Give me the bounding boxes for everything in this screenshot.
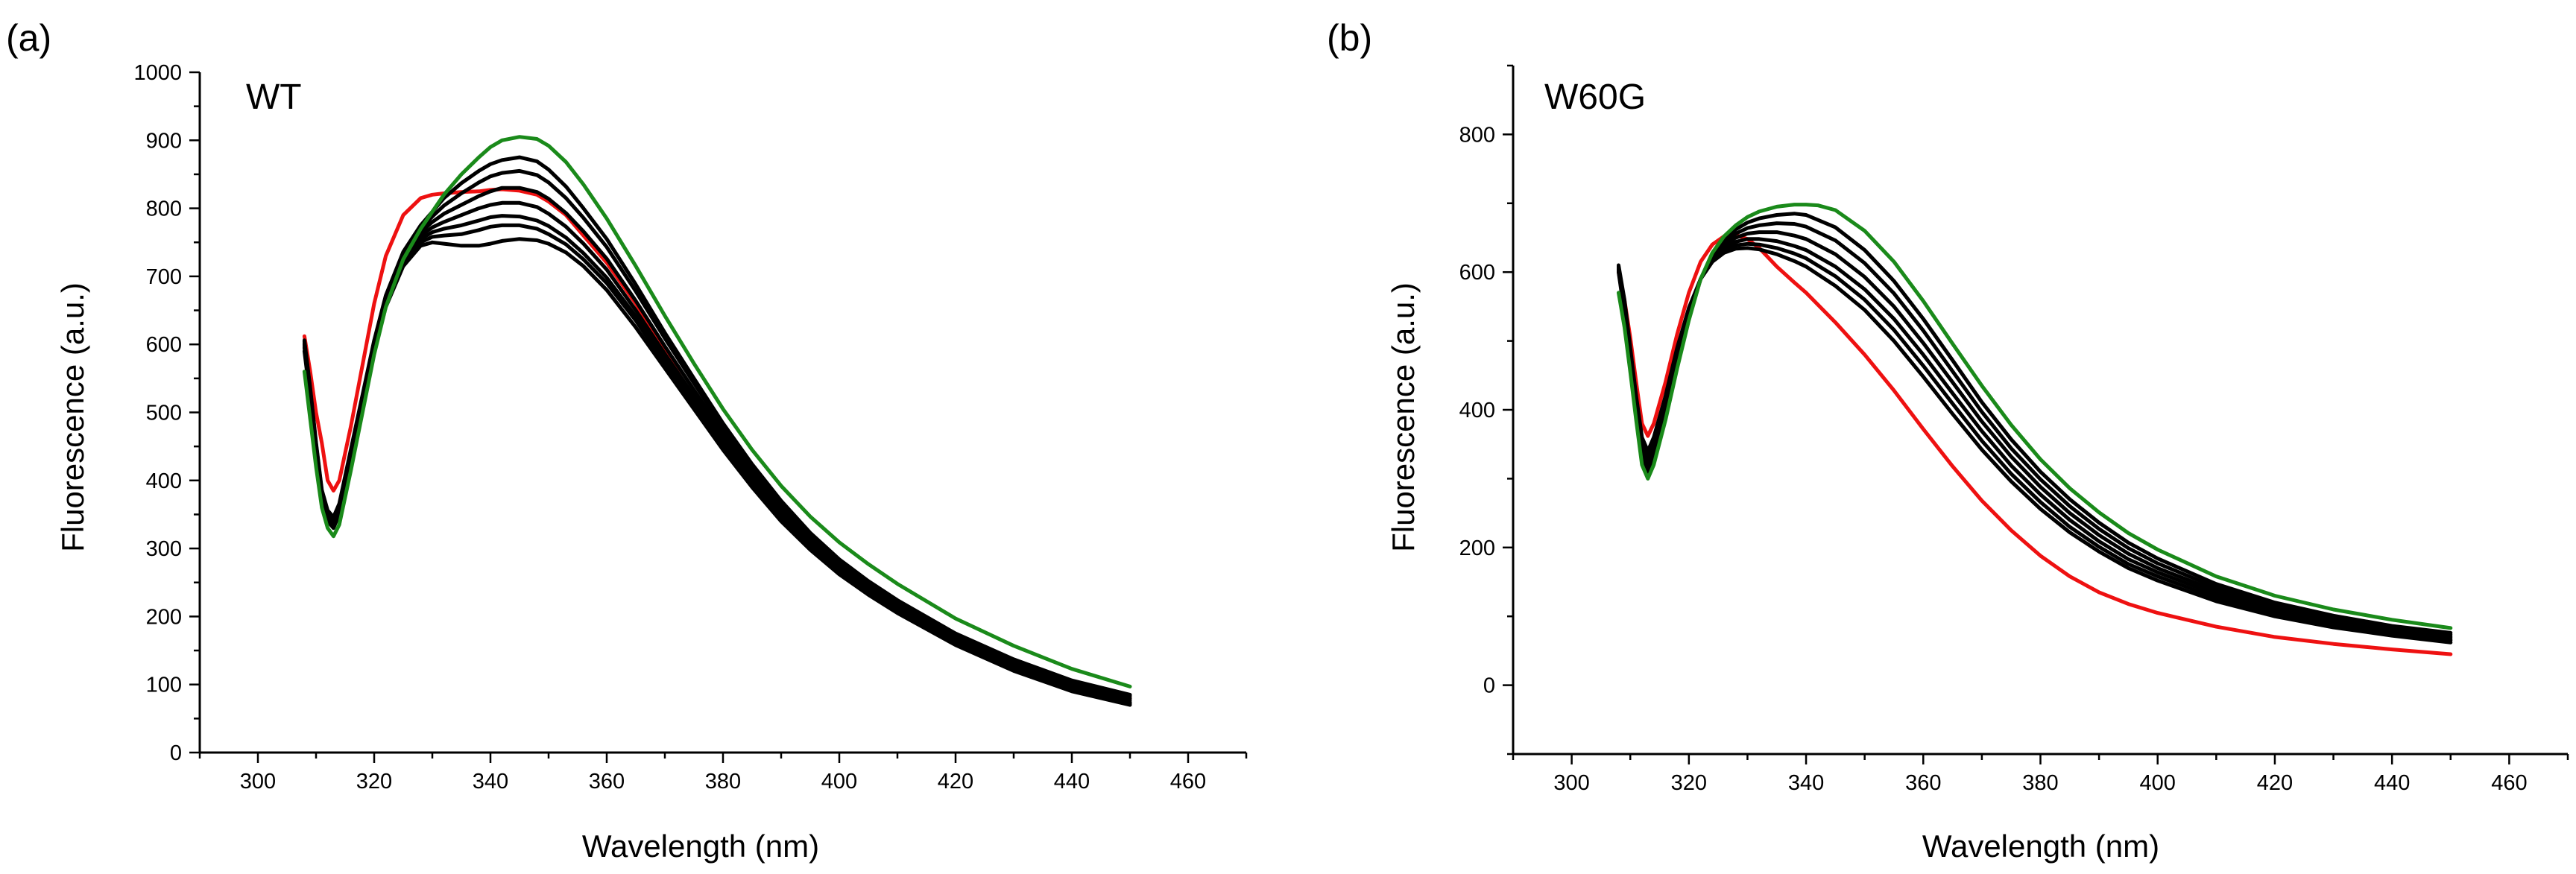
panel-a-chart: (a) WT Wavelength (nm) Fluorescence (a.u… [6, 17, 1248, 864]
panel-b-series-black-3 [1617, 237, 2453, 642]
panel-b-x-tick-label: 300 [1553, 771, 1589, 795]
panel-a-x-tick-label: 400 [821, 770, 857, 794]
panel-b-x-tick-label: 400 [2140, 771, 2176, 795]
panel-b-series-black-6 [1617, 212, 2453, 635]
panel-a-y-tick-label: 500 [146, 402, 182, 425]
panel-b-y-tick-label: 0 [1483, 674, 1495, 698]
panel-a-series-black-7 [302, 155, 1132, 697]
panel-a-x-tick-label: 340 [473, 770, 508, 794]
panel-a-x-tick-label: 420 [938, 770, 973, 794]
panel-b-y-axis-label: Fluorescence (a.u.) [1386, 282, 1421, 552]
panel-a-series-green [302, 135, 1132, 688]
panel-a-y-tick-label: 1000 [133, 61, 182, 85]
panel-b-x-tick-label: 460 [2491, 771, 2527, 795]
panel-b-x-tick-label: 420 [2257, 771, 2293, 795]
panel-b-annotation: W60G [1544, 77, 1646, 117]
panel-a-y-tick-label: 800 [146, 197, 182, 221]
panel-a-y-tick-label: 200 [146, 605, 182, 629]
panel-b-y-tick-label: 400 [1459, 399, 1495, 422]
panel-a-x-tick-label: 300 [240, 770, 276, 794]
panel-a-y-tick-label: 900 [146, 129, 182, 153]
panel-a-y-axis-label: Fluorescence (a.u.) [55, 282, 90, 552]
panel-b-series-black-2 [1617, 241, 2453, 642]
panel-a-y-tick-label: 700 [146, 265, 182, 289]
panel-b-series-green [1617, 203, 2453, 630]
panel-b-x-tick-label: 440 [2374, 771, 2410, 795]
panel-a-x-tick-label: 380 [705, 770, 741, 794]
panel-a-x-tick-label: 460 [1170, 770, 1206, 794]
panel-a-x-axis-label: Wavelength (nm) [582, 829, 819, 864]
panel-a-x-tick-label: 440 [1054, 770, 1090, 794]
panel-a-series-black-3 [302, 214, 1132, 704]
panel-b-x-tick-label: 320 [1671, 771, 1707, 795]
panel-b-x-axis-label: Wavelength (nm) [1922, 829, 2159, 864]
panel-a-y-tick-label: 600 [146, 333, 182, 357]
panel-b-label: (b) [1327, 17, 1372, 59]
panel-a-x-tick-label: 360 [589, 770, 625, 794]
panel-a-y-tick-label: 100 [146, 674, 182, 697]
panel-b-chart: (b) W60G Wavelength (nm) Fluorescence (a… [1327, 17, 2569, 864]
panel-a-y-tick-label: 300 [146, 537, 182, 561]
panel-a-annotation: WT [246, 77, 302, 117]
panel-b-series-red [1617, 232, 2453, 656]
panel-b-y-tick-label: 600 [1459, 261, 1495, 285]
panel-b-x-tick-label: 340 [1788, 771, 1824, 795]
panel-b-series-black-1 [1617, 246, 2453, 645]
panel-a-series-black-4 [302, 200, 1132, 703]
panel-a-x-tick-label: 320 [356, 770, 392, 794]
panel-b-series-black-5 [1617, 221, 2453, 637]
panel-b-series-black-4 [1617, 230, 2453, 639]
panel-b-y-tick-label: 800 [1459, 123, 1495, 147]
panel-a-y-tick-label: 0 [170, 741, 182, 765]
panel-b-x-tick-label: 380 [2022, 771, 2058, 795]
panel-a-y-tick-label: 400 [146, 469, 182, 493]
panel-a-series-black-2 [302, 223, 1132, 706]
panel-a-series-black-1 [302, 237, 1132, 707]
panel-b-y-tick-label: 200 [1459, 536, 1495, 560]
panel-b-x-tick-label: 360 [1905, 771, 1941, 795]
panel-a-label: (a) [6, 17, 51, 59]
